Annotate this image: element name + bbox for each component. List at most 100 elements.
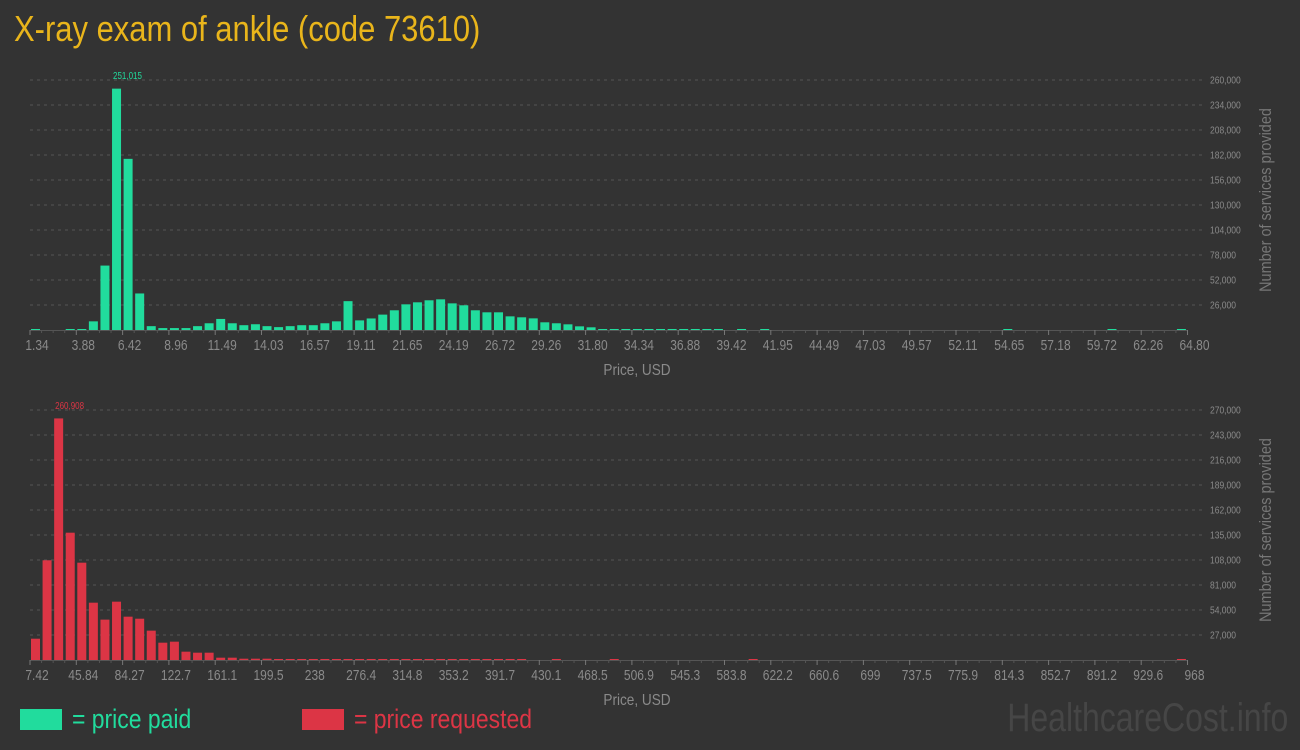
legend-swatch-requested (302, 709, 344, 730)
bar (401, 304, 411, 330)
chart-price-paid: 26,000 52,000 78,000 104,000 130,000 156,000 1… (25, 70, 1275, 379)
x-tick-label: 44.49 (809, 337, 839, 354)
y-tick-label: 104,000 (1210, 225, 1241, 236)
y-axis-label: Number of services provided (1257, 108, 1275, 292)
bar (297, 659, 307, 660)
bar (343, 659, 353, 660)
bar (528, 318, 538, 330)
y-tick-label: 156,000 (1210, 175, 1241, 186)
bar (459, 659, 469, 660)
bar (250, 658, 260, 660)
bar (713, 329, 723, 330)
x-tick-label: 468.5 (578, 667, 608, 684)
bar (389, 310, 399, 330)
x-tick-label: 161.1 (207, 667, 237, 684)
bar (1176, 329, 1186, 330)
bar (540, 322, 550, 330)
x-tick-label: 29.26 (531, 337, 561, 354)
bar (146, 326, 156, 330)
x-tick-label: 24.19 (439, 337, 469, 354)
bar (470, 659, 480, 660)
bar (331, 321, 341, 330)
bar (586, 327, 596, 330)
bar (505, 659, 515, 660)
x-tick-label: 57.18 (1041, 337, 1071, 354)
x-tick-label: 545.3 (670, 667, 700, 684)
x-tick-label: 8.96 (164, 337, 187, 354)
bar (447, 659, 457, 660)
x-tick-label: 19.11 (347, 337, 376, 354)
bar (355, 320, 365, 330)
y-tick-label: 26,000 (1210, 300, 1236, 311)
x-axis-label: Price, USD (603, 362, 670, 379)
x-tick-label: 26.72 (485, 337, 515, 354)
x-tick-label: 39.42 (716, 337, 746, 354)
bar (667, 329, 677, 330)
y-tick-label: 78,000 (1210, 250, 1236, 261)
x-tick-label: 506.9 (624, 667, 654, 684)
bar (227, 657, 237, 660)
x-tick-label: 583.8 (716, 667, 746, 684)
bar (181, 651, 191, 660)
bar (366, 659, 376, 660)
bar (285, 326, 295, 330)
bar (494, 312, 503, 330)
y-tick-label: 135,000 (1210, 530, 1241, 541)
x-tick-label: 699 (860, 667, 880, 684)
x-tick-label: 1.34 (25, 337, 49, 354)
y-tick-label: 270,000 (1210, 405, 1241, 416)
x-tick-label: 775.9 (948, 667, 978, 684)
bar (760, 329, 770, 330)
bar (1003, 329, 1013, 330)
y-tick-label: 234,000 (1210, 100, 1241, 111)
bar (112, 88, 122, 330)
bar (702, 329, 712, 330)
bar (100, 619, 110, 660)
bar (216, 657, 226, 660)
bar (146, 630, 156, 660)
bar (88, 602, 98, 660)
bar (239, 658, 249, 660)
bar (77, 329, 87, 330)
bar (679, 329, 689, 330)
bar (343, 301, 353, 330)
bar (563, 324, 573, 330)
bar (436, 299, 446, 330)
x-tick-label: 45.84 (68, 667, 98, 684)
x-tick-label: 430.1 (531, 667, 561, 684)
bar (609, 329, 619, 330)
x-tick-label: 6.42 (118, 337, 141, 354)
y-tick-label: 260,000 (1210, 75, 1241, 86)
chart-price-requested: 27,000 54,000 81,000 108,000 135,000 162,000 1… (25, 400, 1275, 709)
x-tick-label: 62.26 (1133, 337, 1163, 354)
bar (239, 325, 249, 330)
x-tick-label: 314.8 (392, 667, 422, 684)
bar (366, 318, 376, 330)
bar (308, 659, 318, 660)
bar (331, 659, 341, 660)
bar (135, 293, 145, 330)
x-axis-label: Price, USD (603, 692, 670, 709)
bar (482, 659, 492, 660)
y-tick-label: 52,000 (1210, 275, 1236, 286)
x-tick-label: 64.80 (1179, 337, 1209, 354)
bar (575, 326, 585, 330)
bar (436, 659, 446, 660)
x-tick-label: 41.95 (763, 337, 793, 354)
bar (494, 659, 503, 660)
peak-value-label: 260,908 (55, 400, 84, 411)
bar (42, 560, 52, 660)
x-tick-label: 660.6 (809, 667, 839, 684)
legend-label-paid: = price paid (72, 704, 192, 734)
bar (262, 326, 272, 330)
x-tick-label: 929.6 (1133, 667, 1163, 684)
x-tick-label: 814.3 (994, 667, 1024, 684)
bar (459, 305, 469, 330)
watermark-logo: HealthcareCost.info (1006, 696, 1288, 740)
bar (123, 158, 133, 330)
peak-value-label: 251,015 (113, 70, 142, 81)
x-tick-label: 199.5 (253, 667, 283, 684)
bar (517, 659, 527, 660)
bar (656, 329, 666, 330)
x-tick-label: 36.88 (670, 337, 700, 354)
